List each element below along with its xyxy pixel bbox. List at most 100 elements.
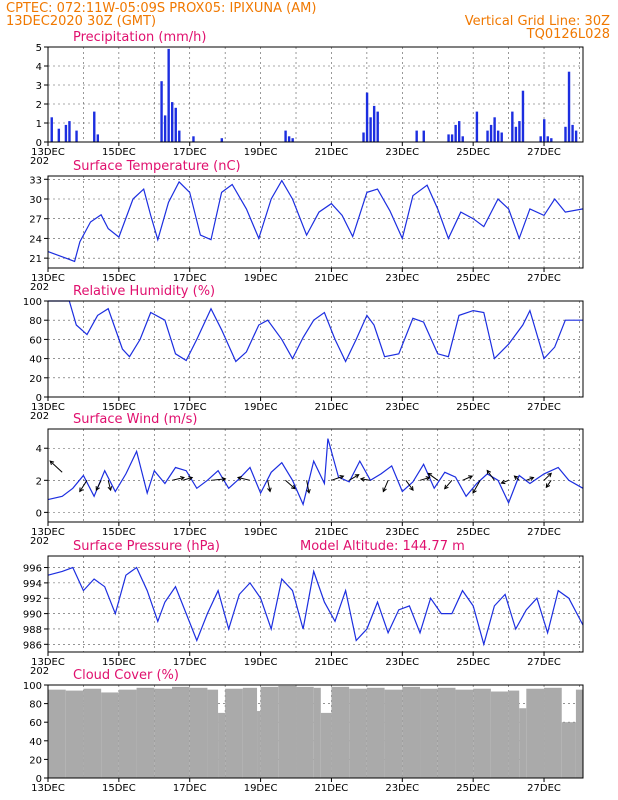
wind-arrow <box>348 474 360 481</box>
precip-bar <box>496 130 500 142</box>
panel-wind: 0 2 4 13DEC 15DEC 17DEC 19DEC 21DEC 23DEC 25DEC 27… <box>30 412 584 547</box>
wind-series-line <box>47 438 584 507</box>
wind-arrow <box>267 480 272 493</box>
cloud-bar <box>257 711 261 778</box>
cloud-bar <box>118 689 137 778</box>
y-tick-label: 40 <box>29 355 42 366</box>
panel-title: Relative Humidity (%) <box>73 284 215 299</box>
wind-arrow <box>419 476 431 481</box>
x-tick-label: 17DEC <box>173 657 207 668</box>
y-tick-label: 0 <box>36 774 42 785</box>
precip-bar <box>450 134 454 142</box>
precip-bar <box>372 105 376 142</box>
precip-bar <box>64 124 68 142</box>
cloud-bar <box>331 686 350 778</box>
y-tick-label: 33 <box>29 175 42 186</box>
y-tick-label: 0 <box>36 138 42 149</box>
precip-bar <box>486 130 489 142</box>
precip-bar <box>511 111 514 142</box>
precip-bar <box>546 136 549 142</box>
wind-arrow <box>543 472 552 481</box>
wind-arrow <box>405 480 414 491</box>
precip-bar <box>500 132 503 142</box>
precip-bar <box>454 124 457 142</box>
precip-bar <box>171 102 174 142</box>
x-tick-label: 27DEC <box>527 273 561 284</box>
cloud-bar <box>278 685 297 778</box>
panel-frame <box>47 175 584 269</box>
precip-bar <box>160 81 163 142</box>
x-tick-label: 25DEC <box>456 783 490 794</box>
wind-arrow <box>382 480 389 493</box>
wind-arrow <box>472 480 481 494</box>
x-tick-label: 23DEC <box>385 527 419 538</box>
y-tick-label: 60 <box>29 335 42 346</box>
x-tick-label: 25DEC <box>456 273 490 284</box>
x-tick-label: 17DEC <box>173 783 207 794</box>
precip-bar <box>518 121 521 142</box>
cloud-bar <box>349 688 367 778</box>
y-tick-label: 988 <box>23 625 42 636</box>
precip-bar <box>178 130 181 142</box>
y-tick-label: 60 <box>29 718 42 729</box>
precip-bar <box>287 136 291 142</box>
y-tick-label: 2 <box>36 100 42 111</box>
cloud-bar <box>473 688 491 778</box>
wind-arrow <box>526 476 535 481</box>
x-tick-label: 21DEC <box>315 783 349 794</box>
cloud-bar <box>490 691 509 778</box>
cloud-bar <box>313 687 321 778</box>
wind-arrow <box>513 475 520 481</box>
cloud-bar <box>544 687 562 778</box>
cloud-bar <box>561 722 576 778</box>
x-tick-label: 27DEC <box>527 527 561 538</box>
wind-arrow <box>79 480 88 493</box>
panel-frame <box>47 300 584 398</box>
cloud-bar <box>437 687 456 778</box>
cloud-bar <box>420 688 438 778</box>
x-tick-label: 13DEC <box>31 147 65 158</box>
precip-bar <box>376 111 379 142</box>
y-tick-label: 990 <box>23 610 42 621</box>
cloud-bar <box>83 688 102 778</box>
x-tick-label: 19DEC <box>244 147 278 158</box>
precip-bar <box>291 138 294 142</box>
panel-temp: 21 24 27 30 33 13DEC 15DEC 17DEC 19DEC 21DEC 23DEC… <box>29 159 584 293</box>
y-tick-label: 30 <box>29 195 42 206</box>
header-grid-line: Vertical Grid Line: 30Z <box>465 14 610 29</box>
cloud-bar <box>320 712 332 778</box>
wind-arrow <box>545 480 552 489</box>
x-tick-label: 17DEC <box>173 402 207 413</box>
y-tick-label: 20 <box>29 374 42 385</box>
pres-series-line <box>47 566 584 647</box>
panel-frame <box>47 46 584 143</box>
panel-subtitle: Model Altitude: 144.77 m <box>300 539 465 554</box>
cloud-bar <box>172 686 190 778</box>
cloud-bar <box>402 686 421 778</box>
precip-bar <box>284 130 287 142</box>
x-tick-label: 17DEC <box>173 527 207 538</box>
y-tick-label: 992 <box>23 594 42 605</box>
y-tick-label: 20 <box>29 755 42 766</box>
precip-bar <box>57 128 61 142</box>
x-tick-label: 27DEC <box>527 783 561 794</box>
panel-title: Surface Wind (m/s) <box>73 412 197 427</box>
precip-bar <box>447 134 450 142</box>
precip-bar <box>174 107 177 142</box>
wind-arrow <box>462 475 474 481</box>
cloud-bar <box>296 686 314 778</box>
y-tick-label: 27 <box>29 215 42 226</box>
y-tick-label: 80 <box>29 700 42 711</box>
precip-bar <box>93 111 96 142</box>
precip-bar <box>415 130 418 142</box>
wind-arrow <box>427 472 439 481</box>
wind-arrow <box>359 477 371 482</box>
wind-arrow <box>236 475 251 481</box>
y-tick-label: 80 <box>29 316 42 327</box>
precip-bar <box>167 48 170 142</box>
precip-bar <box>521 90 525 142</box>
cloud-bar <box>65 690 84 778</box>
header-model: TQ0126L028 <box>526 27 610 42</box>
precip-bar <box>369 117 372 142</box>
